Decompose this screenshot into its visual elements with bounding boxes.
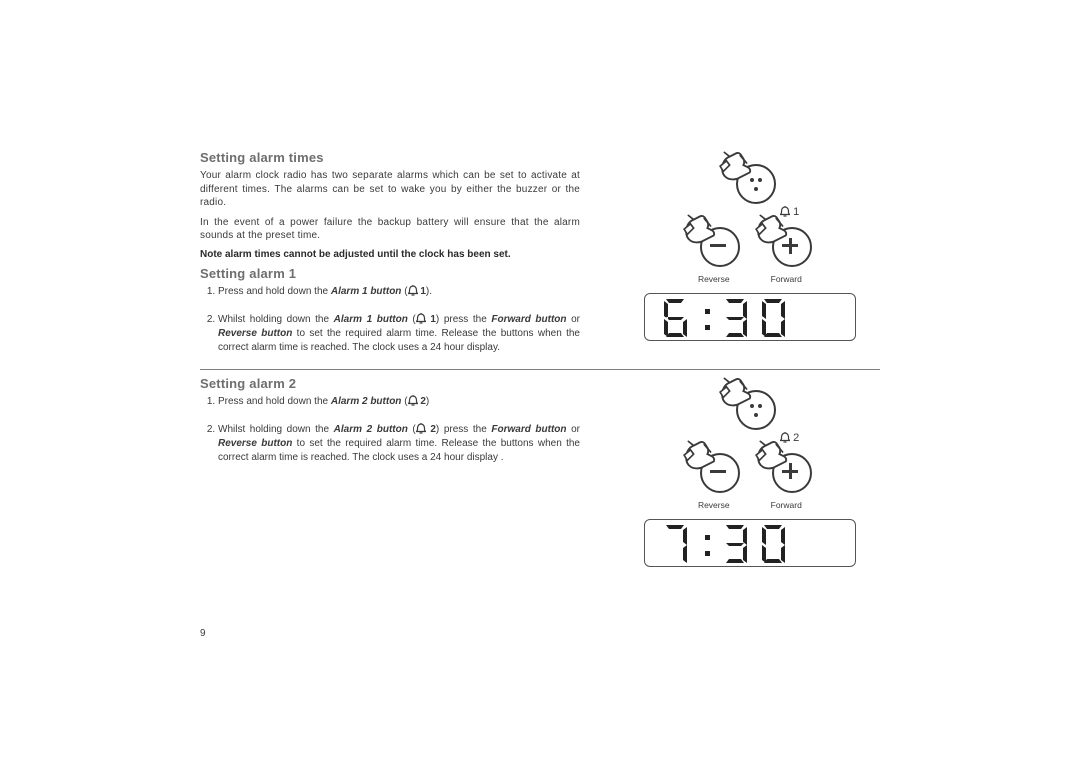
diagram-alarm1: 1 Reverse Forward [620, 150, 880, 341]
digit-0 [762, 299, 785, 337]
digit-3 [726, 525, 747, 563]
alarm1-steps: Press and hold down the Alarm 1 button (… [200, 285, 580, 355]
alarm1-button-illustration [722, 150, 778, 206]
left-column: Setting alarm times Your alarm clock rad… [200, 150, 580, 369]
digit-3 [726, 299, 747, 337]
reverse-button-illustration [686, 213, 742, 269]
intro-para-1: Your alarm clock radio has two separate … [200, 169, 580, 210]
digit-6 [664, 299, 687, 337]
intro-para-2: In the event of a power failure the back… [200, 216, 580, 243]
hand-icon [680, 209, 720, 245]
forward-label: Forward [758, 274, 814, 284]
alarm2-button-illustration [722, 376, 778, 432]
page-number: 9 [200, 628, 206, 639]
bell-icon [408, 395, 418, 406]
left-column-2: Setting alarm 2 Press and hold down the … [200, 376, 580, 479]
reverse-button-illustration [686, 439, 742, 495]
alarm1-step1: Press and hold down the Alarm 1 button (… [218, 285, 580, 299]
reverse-label: Reverse [686, 500, 742, 510]
heading-setting-alarm-times: Setting alarm times [200, 150, 580, 165]
digit-7 [666, 525, 687, 563]
alarm2-step1: Press and hold down the Alarm 2 button (… [218, 395, 580, 409]
digit-0 [762, 525, 785, 563]
hand-icon [752, 435, 792, 471]
heading-setting-alarm-1: Setting alarm 1 [200, 266, 580, 281]
bell-icon [416, 313, 426, 324]
alarm1-step2: Whilst holding down the Alarm 1 button (… [218, 313, 580, 355]
hand-icon [752, 209, 792, 245]
divider-1 [200, 369, 880, 370]
forward-label: Forward [758, 500, 814, 510]
alarm2-steps: Press and hold down the Alarm 2 button (… [200, 395, 580, 465]
lcd-display-1 [644, 293, 856, 341]
diagram-alarm2: 2 Reverse Forward [620, 376, 880, 567]
bell-icon [416, 423, 426, 434]
note-text: Note alarm times cannot be adjusted unti… [200, 249, 580, 260]
bell-icon [408, 285, 418, 296]
hand-icon [716, 372, 756, 408]
hand-icon [716, 146, 756, 182]
lcd-display-2 [644, 519, 856, 567]
hand-icon [680, 435, 720, 471]
forward-button-illustration [758, 213, 814, 269]
heading-setting-alarm-2: Setting alarm 2 [200, 376, 580, 391]
alarm2-step2: Whilst holding down the Alarm 2 button (… [218, 423, 580, 465]
forward-button-illustration [758, 439, 814, 495]
reverse-label: Reverse [686, 274, 742, 284]
